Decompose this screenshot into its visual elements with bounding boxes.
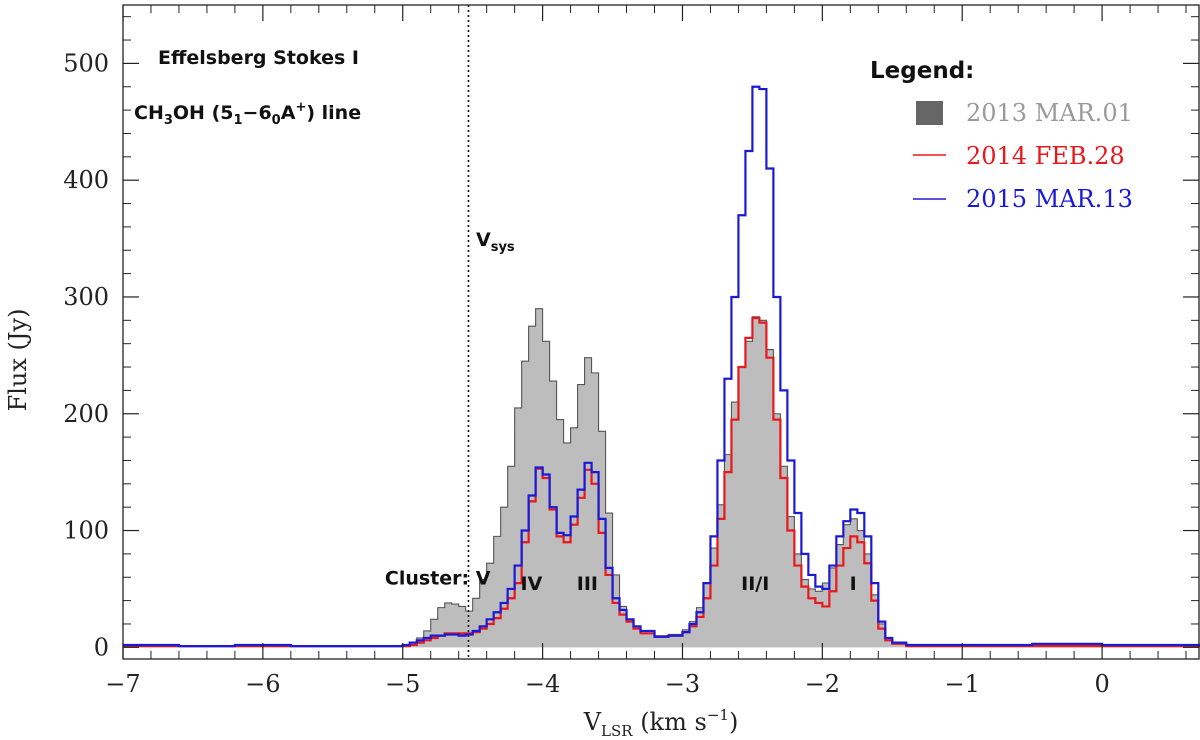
y-tick-label: 500 (63, 49, 109, 77)
x-tick-label: −3 (665, 670, 700, 698)
x-tick-label: 0 (1094, 670, 1109, 698)
x-tick-label: −1 (945, 670, 980, 698)
series-fill-0 (123, 308, 1200, 648)
axis-tick-labels: −7 −6 −5 −4 −3 −2 −1 0 0 100 200 300 400 500 (63, 49, 1110, 698)
cluster-label: II/I (741, 573, 769, 595)
axis-ticks (122, 5, 1199, 659)
y-tick-label: 100 (63, 517, 109, 545)
series-line-2 (123, 85, 1200, 648)
y-tick-label: 300 (63, 283, 109, 311)
x-tick-label: −2 (805, 670, 840, 698)
y-tick-label: 200 (63, 400, 109, 428)
series-edge-0 (123, 308, 1200, 647)
x-tick-label: −4 (525, 670, 560, 698)
x-tick-label: −7 (105, 670, 140, 698)
title-line-1: Effelsberg Stokes I (158, 47, 359, 69)
cluster-label: IV (521, 573, 543, 595)
series-line-1 (123, 316, 1200, 648)
cluster-label: I (850, 573, 857, 595)
legend-label-2014: 2014 FEB.28 (966, 142, 1125, 170)
cluster-label: Cluster: V (385, 567, 491, 589)
x-axis-label: VLSR (km s−1) (583, 706, 739, 740)
spectrum-lines (123, 85, 1200, 648)
legend-swatch-2013 (916, 101, 943, 125)
legend-label-2013: 2013 MAR.01 (966, 99, 1133, 127)
legend-label-2015: 2015 MAR.13 (966, 185, 1133, 213)
plot-frame (122, 4, 1200, 660)
cluster-label: III (577, 573, 598, 595)
cluster-annotations: Cluster: V IV III II/I I (385, 567, 857, 595)
y-tick-label: 0 (94, 633, 109, 661)
x-tick-label: −5 (385, 670, 420, 698)
legend: Legend: 2013 MAR.01 2014 FEB.28 2015 MAR… (870, 58, 1133, 213)
vsys-label: Vsys (476, 229, 515, 255)
spectrum-fills (123, 308, 1200, 648)
y-tick-label: 400 (63, 166, 109, 194)
legend-title: Legend: (870, 58, 974, 84)
x-tick-label: −6 (245, 670, 280, 698)
title-line-2: CH3OH (51−60A+) line (134, 100, 361, 128)
y-axis-label: Flux (Jy) (4, 309, 32, 412)
